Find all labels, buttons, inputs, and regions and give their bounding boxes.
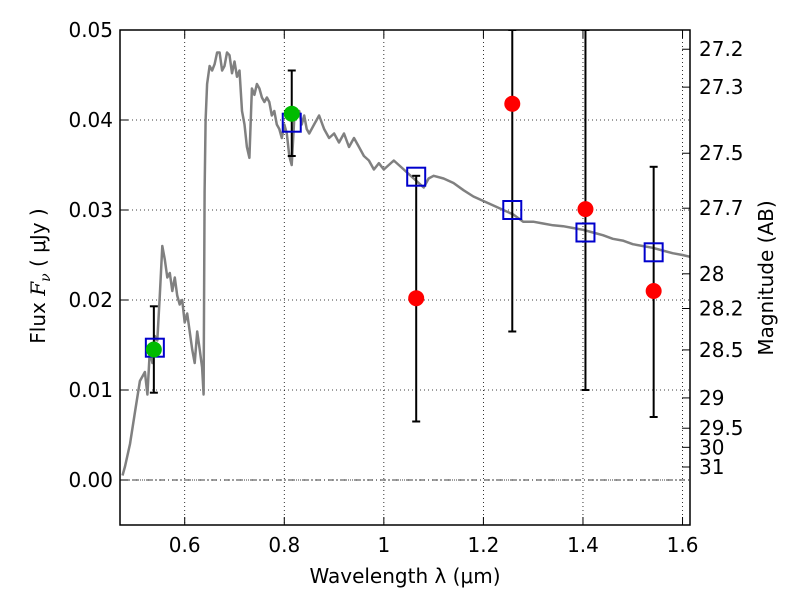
plot-area [121, 30, 690, 476]
mag-tick-label: 27.2 [699, 37, 744, 61]
observed-flux-point [577, 201, 594, 218]
synthetic-flux-square [575, 222, 596, 243]
mag-tick-label: 30 [699, 435, 724, 459]
y-tick-label: 0.00 [68, 468, 113, 492]
observed-flux-point [504, 95, 521, 112]
synthetic-flux-square [502, 200, 523, 220]
mag-tick-label: 29 [699, 386, 724, 410]
x-axis-label: Wavelength λ (μm) [309, 564, 500, 588]
y-tick-label: 0.05 [68, 18, 113, 42]
y-axis-label-prefix: Flux [26, 296, 50, 344]
x-tick-label: 0.6 [169, 533, 201, 557]
mag-tick-label: 29.5 [699, 416, 744, 440]
mag-tick-label: 27.5 [699, 141, 744, 165]
synthetic-flux-square [643, 242, 664, 263]
x-tick-label: 1.2 [467, 533, 499, 557]
observed-flux-point [145, 341, 162, 358]
grid-lines [120, 29, 690, 525]
mag-tick-label: 28 [699, 262, 724, 286]
mag-tick-label: 28.5 [699, 338, 744, 362]
y2-axis-label: Magnitude (AB) [754, 200, 778, 355]
y-tick-label: 0.02 [68, 288, 113, 312]
mag-tick-label: 27.3 [699, 75, 744, 99]
y-axis-label: Flux Fν ( μJy ) [26, 208, 54, 343]
x-tick-label: 0.8 [268, 533, 300, 557]
plot-data-group [121, 30, 690, 476]
observed-flux-point [645, 283, 662, 299]
synthetic-flux-square [406, 166, 427, 187]
y-tick-label: 0.01 [68, 378, 113, 402]
observed-flux-point [408, 290, 425, 307]
y-tick-label: 0.03 [68, 198, 113, 222]
mag-tick-label: 31 [699, 455, 724, 479]
plot-frame [119, 29, 691, 526]
x-tick-label: 1.4 [567, 533, 599, 557]
y-axis-label-subscript: ν [38, 273, 54, 282]
x-tick-label: 1.6 [667, 533, 699, 557]
mag-tick-label: 27.7 [699, 196, 744, 220]
model-spectrum-line [121, 51, 690, 476]
x-tick-label: 1 [377, 533, 390, 557]
y-tick-label: 0.04 [68, 108, 113, 132]
axis-ticks: 0.6 0.8 1 1.2 1.4 1.6 0.00 0.01 0.02 0.03 0.04 0.05… [68, 18, 743, 557]
mag-tick-label: 28.2 [699, 297, 744, 321]
y-axis-label-unit: ( μJy ) [26, 208, 50, 273]
y-axis-label-symbol: F [26, 281, 50, 297]
observed-flux-point [283, 105, 300, 122]
